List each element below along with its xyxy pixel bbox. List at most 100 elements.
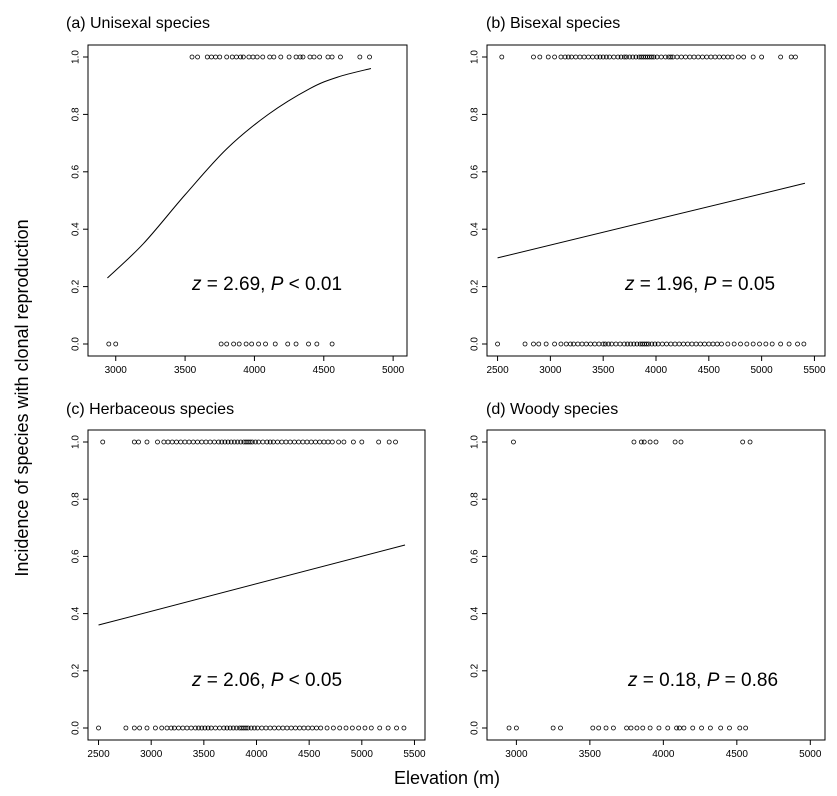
stat-p-value: = 0.05	[716, 274, 775, 295]
data-point-y0	[368, 725, 374, 731]
panel-d: (d) Woody species 0.0 0.2 0.4 0.6 0.8 1.0 3000 3…	[470, 401, 826, 760]
data-point-y0	[401, 725, 407, 731]
data-point-y0	[230, 725, 236, 731]
x-tick-label: 3000	[140, 749, 163, 760]
data-point-y0	[624, 725, 630, 731]
x-tick-label: 4500	[698, 365, 721, 376]
data-point-y1	[552, 54, 557, 60]
data-point-y1	[621, 54, 627, 60]
data-point-y0	[513, 725, 519, 731]
data-point-y1	[668, 54, 674, 60]
data-point-y0	[196, 725, 201, 731]
plot-frame	[486, 44, 826, 357]
data-point-y0	[757, 341, 762, 347]
data-point-y0	[199, 725, 205, 731]
data-point-y1	[329, 439, 335, 445]
data-point-y1	[216, 439, 221, 445]
data-point-y0	[649, 341, 655, 347]
y-tick-label: 0.0	[470, 721, 481, 735]
data-point-y0	[634, 725, 640, 731]
data-point-y1	[100, 439, 106, 445]
data-point-y1	[562, 54, 568, 60]
data-point-y0	[744, 341, 750, 347]
data-point-y0	[558, 341, 564, 347]
x-tick-label: 4000	[652, 749, 675, 760]
data-point-y0	[349, 725, 355, 731]
stat-p-label: P	[707, 670, 720, 691]
panel-title: (b) Bisexal species	[486, 15, 620, 32]
data-point-y0	[628, 725, 634, 731]
data-point-y1	[329, 54, 335, 60]
stat-z-value: = 0.18,	[638, 670, 707, 691]
data-point-y0	[202, 725, 208, 731]
data-point-y0	[531, 341, 536, 347]
data-point-y1	[195, 54, 200, 60]
data-point-y1	[278, 54, 284, 60]
data-point-y0	[602, 341, 608, 347]
data-point-y1	[565, 54, 571, 60]
data-point-y0	[224, 725, 230, 731]
data-point-y1	[511, 439, 516, 445]
y-tick-label: 0.4	[470, 222, 481, 236]
stat-p-label: P	[704, 274, 717, 295]
data-point-y0	[603, 725, 609, 731]
data-point-y1	[219, 439, 225, 445]
data-point-y0	[168, 725, 174, 731]
data-point-y0	[631, 341, 637, 347]
data-point-y1	[155, 439, 160, 445]
data-point-y1	[633, 54, 639, 60]
data-point-y1	[224, 54, 230, 60]
data-point-y0	[96, 725, 101, 731]
panel-b: (b) Bisexal species 0.0 0.2 0.4 0.6 0.8 1.0 250…	[470, 15, 826, 376]
data-point-y0	[306, 341, 311, 347]
data-point-y0	[786, 341, 792, 347]
data-point-y1	[759, 54, 765, 60]
data-point-y0	[610, 725, 616, 731]
stat-p-value: = 0.86	[719, 670, 778, 691]
data-point-y1	[729, 54, 735, 60]
data-point-y1	[240, 54, 246, 60]
stat-p-value: < 0.05	[283, 670, 342, 691]
data-point-y0	[218, 341, 224, 347]
data-point-y0	[137, 725, 143, 731]
data-point-y1	[231, 439, 237, 445]
data-point-y1	[545, 54, 551, 60]
y-tick-label: 0.2	[71, 663, 82, 677]
data-point-y0	[769, 341, 775, 347]
data-point-y1	[260, 54, 266, 60]
data-point-y0	[123, 725, 129, 731]
panels: (a) Unisexal species 0.0 0.2 0.4 0.6 0.8 1.0 30…	[66, 15, 826, 760]
x-tick-label: 4500	[313, 365, 336, 376]
data-point-y0	[727, 725, 732, 731]
data-point-y1	[663, 54, 668, 60]
data-point-y0	[330, 725, 336, 731]
data-point-y0	[249, 341, 255, 347]
x-tick-label: 3000	[539, 365, 562, 376]
data-point-y0	[640, 725, 646, 731]
data-point-y1	[778, 54, 784, 60]
data-point-y1	[336, 439, 342, 445]
x-tick-label: 5000	[799, 749, 822, 760]
x-tick-label: 5000	[751, 365, 774, 376]
y-tick-label: 0.4	[71, 606, 82, 620]
y-tick-label: 1.0	[470, 50, 481, 64]
data-point-y0	[285, 341, 291, 347]
data-point-y1	[136, 439, 141, 445]
data-point-y0	[699, 725, 704, 731]
data-point-y1	[235, 439, 240, 445]
stat-z-label: z	[624, 274, 635, 295]
data-point-y1	[531, 54, 536, 60]
data-point-y0	[731, 341, 737, 347]
y-tick-label: 0.2	[470, 663, 481, 677]
fit-curve	[98, 544, 406, 626]
y-tick-label: 0.0	[71, 721, 82, 735]
data-point-y1	[647, 439, 653, 445]
data-point-y0	[801, 341, 807, 347]
x-tick-label: 4000	[243, 365, 266, 376]
y-tick-label: 0.8	[71, 492, 82, 506]
data-point-y1	[603, 54, 609, 60]
stat-p-value: < 0.01	[283, 274, 342, 295]
data-point-y0	[644, 341, 649, 347]
data-point-y1	[311, 54, 317, 60]
